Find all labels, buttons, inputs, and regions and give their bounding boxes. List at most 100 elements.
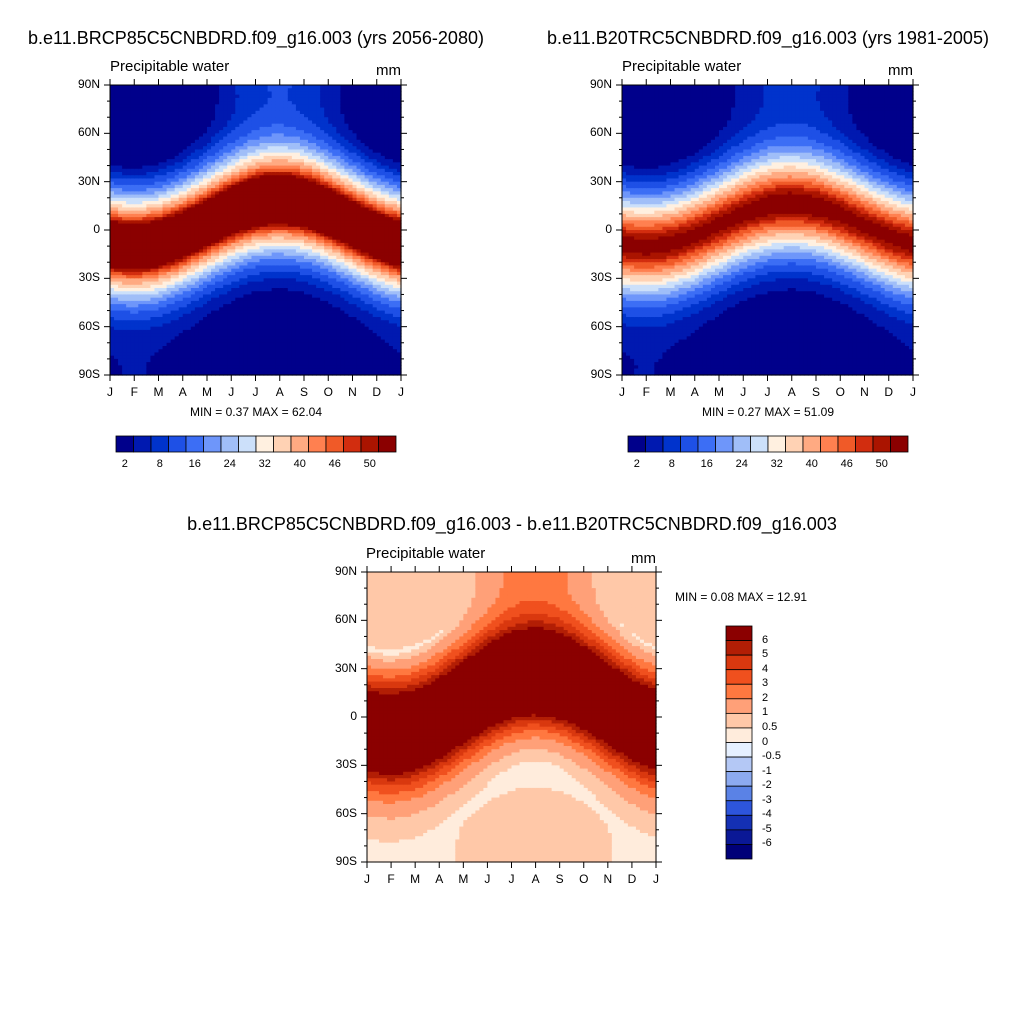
panel1-cell bbox=[207, 104, 212, 109]
panel1-cell bbox=[114, 197, 119, 202]
panel1-cell bbox=[247, 110, 253, 115]
panel1-cell bbox=[162, 91, 168, 96]
panel1-cell bbox=[134, 85, 139, 89]
panel1-cell bbox=[190, 120, 196, 125]
panel1-cell bbox=[166, 346, 172, 350]
panel1-cell bbox=[150, 291, 156, 296]
panel1-cell bbox=[194, 172, 200, 176]
panel1-cell bbox=[227, 139, 232, 144]
panel1-cell bbox=[158, 168, 164, 173]
panel1-cell bbox=[138, 365, 143, 370]
panel1-cell bbox=[178, 291, 184, 296]
panel1-cell bbox=[271, 101, 277, 105]
panel1-cell bbox=[271, 297, 277, 302]
panel1-cell bbox=[114, 284, 119, 289]
panel1-cell bbox=[267, 262, 273, 267]
panel1-cell bbox=[154, 136, 160, 141]
panel1-cell bbox=[114, 346, 119, 350]
panel1-cell bbox=[142, 226, 147, 231]
panel1-cell bbox=[142, 297, 147, 302]
panel1-cell bbox=[231, 207, 236, 212]
panel1-cell bbox=[190, 136, 196, 141]
panel1-cell bbox=[178, 175, 184, 180]
panel1-cell bbox=[207, 246, 212, 250]
panel1-cell bbox=[251, 110, 257, 115]
panel1-cell bbox=[154, 365, 160, 370]
panel1-cell bbox=[126, 307, 131, 312]
panel1-cell bbox=[287, 107, 293, 112]
panel1-cell bbox=[211, 317, 216, 321]
panel1-cell bbox=[251, 94, 257, 99]
panel1-cell bbox=[178, 191, 184, 196]
panel1-cell bbox=[150, 120, 156, 125]
panel1-cell bbox=[182, 310, 188, 315]
panel1-cell bbox=[223, 143, 228, 147]
panel1-cell bbox=[146, 165, 152, 170]
panel1-cell bbox=[154, 300, 160, 305]
panel1-cell bbox=[134, 342, 139, 347]
panel1-cell bbox=[170, 239, 176, 244]
panel1-cell bbox=[247, 371, 253, 376]
panel1-cell bbox=[247, 278, 253, 283]
panel1-cell bbox=[247, 349, 253, 354]
panel1-cell bbox=[190, 329, 196, 334]
panel1-cell bbox=[215, 146, 220, 151]
panel1-cell bbox=[194, 358, 200, 363]
panel1-cell bbox=[122, 97, 127, 102]
panel1-cell bbox=[239, 194, 244, 199]
panel1-cell bbox=[235, 91, 240, 96]
panel1-cell bbox=[223, 249, 228, 254]
panel1-cell bbox=[194, 191, 200, 196]
panel1-cell bbox=[231, 165, 236, 170]
panel1-cell bbox=[198, 297, 204, 302]
panel1-cell bbox=[198, 358, 204, 363]
panel1-cell bbox=[239, 320, 244, 325]
panel1-cell bbox=[170, 329, 176, 334]
panel1-cell bbox=[182, 123, 188, 128]
panel1-cell bbox=[122, 104, 127, 109]
panel1-cell bbox=[182, 304, 188, 308]
panel1-cell bbox=[207, 297, 212, 302]
panel1-cell bbox=[126, 139, 131, 144]
panel1-cell bbox=[243, 288, 249, 292]
panel1-cell bbox=[211, 194, 216, 199]
panel1-cell bbox=[223, 165, 228, 170]
panel1-cell bbox=[154, 371, 160, 376]
panel1-cell bbox=[150, 104, 156, 109]
panel1-cell bbox=[267, 94, 273, 99]
panel1-cell bbox=[118, 91, 123, 96]
panel1-cell bbox=[114, 362, 119, 366]
panel1-cell bbox=[247, 255, 253, 260]
panel1-cell bbox=[146, 152, 152, 157]
panel1-cell bbox=[211, 278, 216, 283]
panel1-cell bbox=[279, 262, 285, 267]
panel1-cell bbox=[207, 210, 212, 215]
panel1-cell bbox=[255, 162, 261, 167]
panel1-cell bbox=[150, 178, 156, 183]
panel1-cell bbox=[255, 310, 261, 315]
panel1-cell bbox=[271, 88, 277, 93]
panel1-cell bbox=[194, 317, 200, 321]
panel1-cell bbox=[162, 236, 168, 241]
panel1-cell bbox=[235, 123, 240, 128]
panel1-cell bbox=[138, 239, 143, 244]
panel1-cell bbox=[134, 336, 139, 341]
panel1-cell bbox=[142, 165, 147, 170]
panel1-cell bbox=[122, 355, 127, 360]
panel1-cell bbox=[255, 91, 261, 96]
panel1-cell bbox=[259, 288, 265, 292]
panel1-cell bbox=[146, 184, 152, 189]
panel1-cell bbox=[122, 239, 127, 244]
panel1-cell bbox=[263, 165, 269, 170]
panel1-cell bbox=[162, 217, 168, 221]
panel1-cell bbox=[223, 246, 228, 250]
panel1-cell bbox=[154, 362, 160, 366]
panel1-cell bbox=[202, 220, 208, 225]
panel1-cell bbox=[162, 114, 168, 118]
panel1-cell bbox=[211, 352, 216, 357]
panel1-cell bbox=[215, 155, 220, 160]
panel1-cell bbox=[170, 120, 176, 125]
panel1-cell bbox=[142, 355, 147, 360]
panel1-cell bbox=[150, 323, 156, 328]
panel1-cell bbox=[174, 346, 180, 350]
